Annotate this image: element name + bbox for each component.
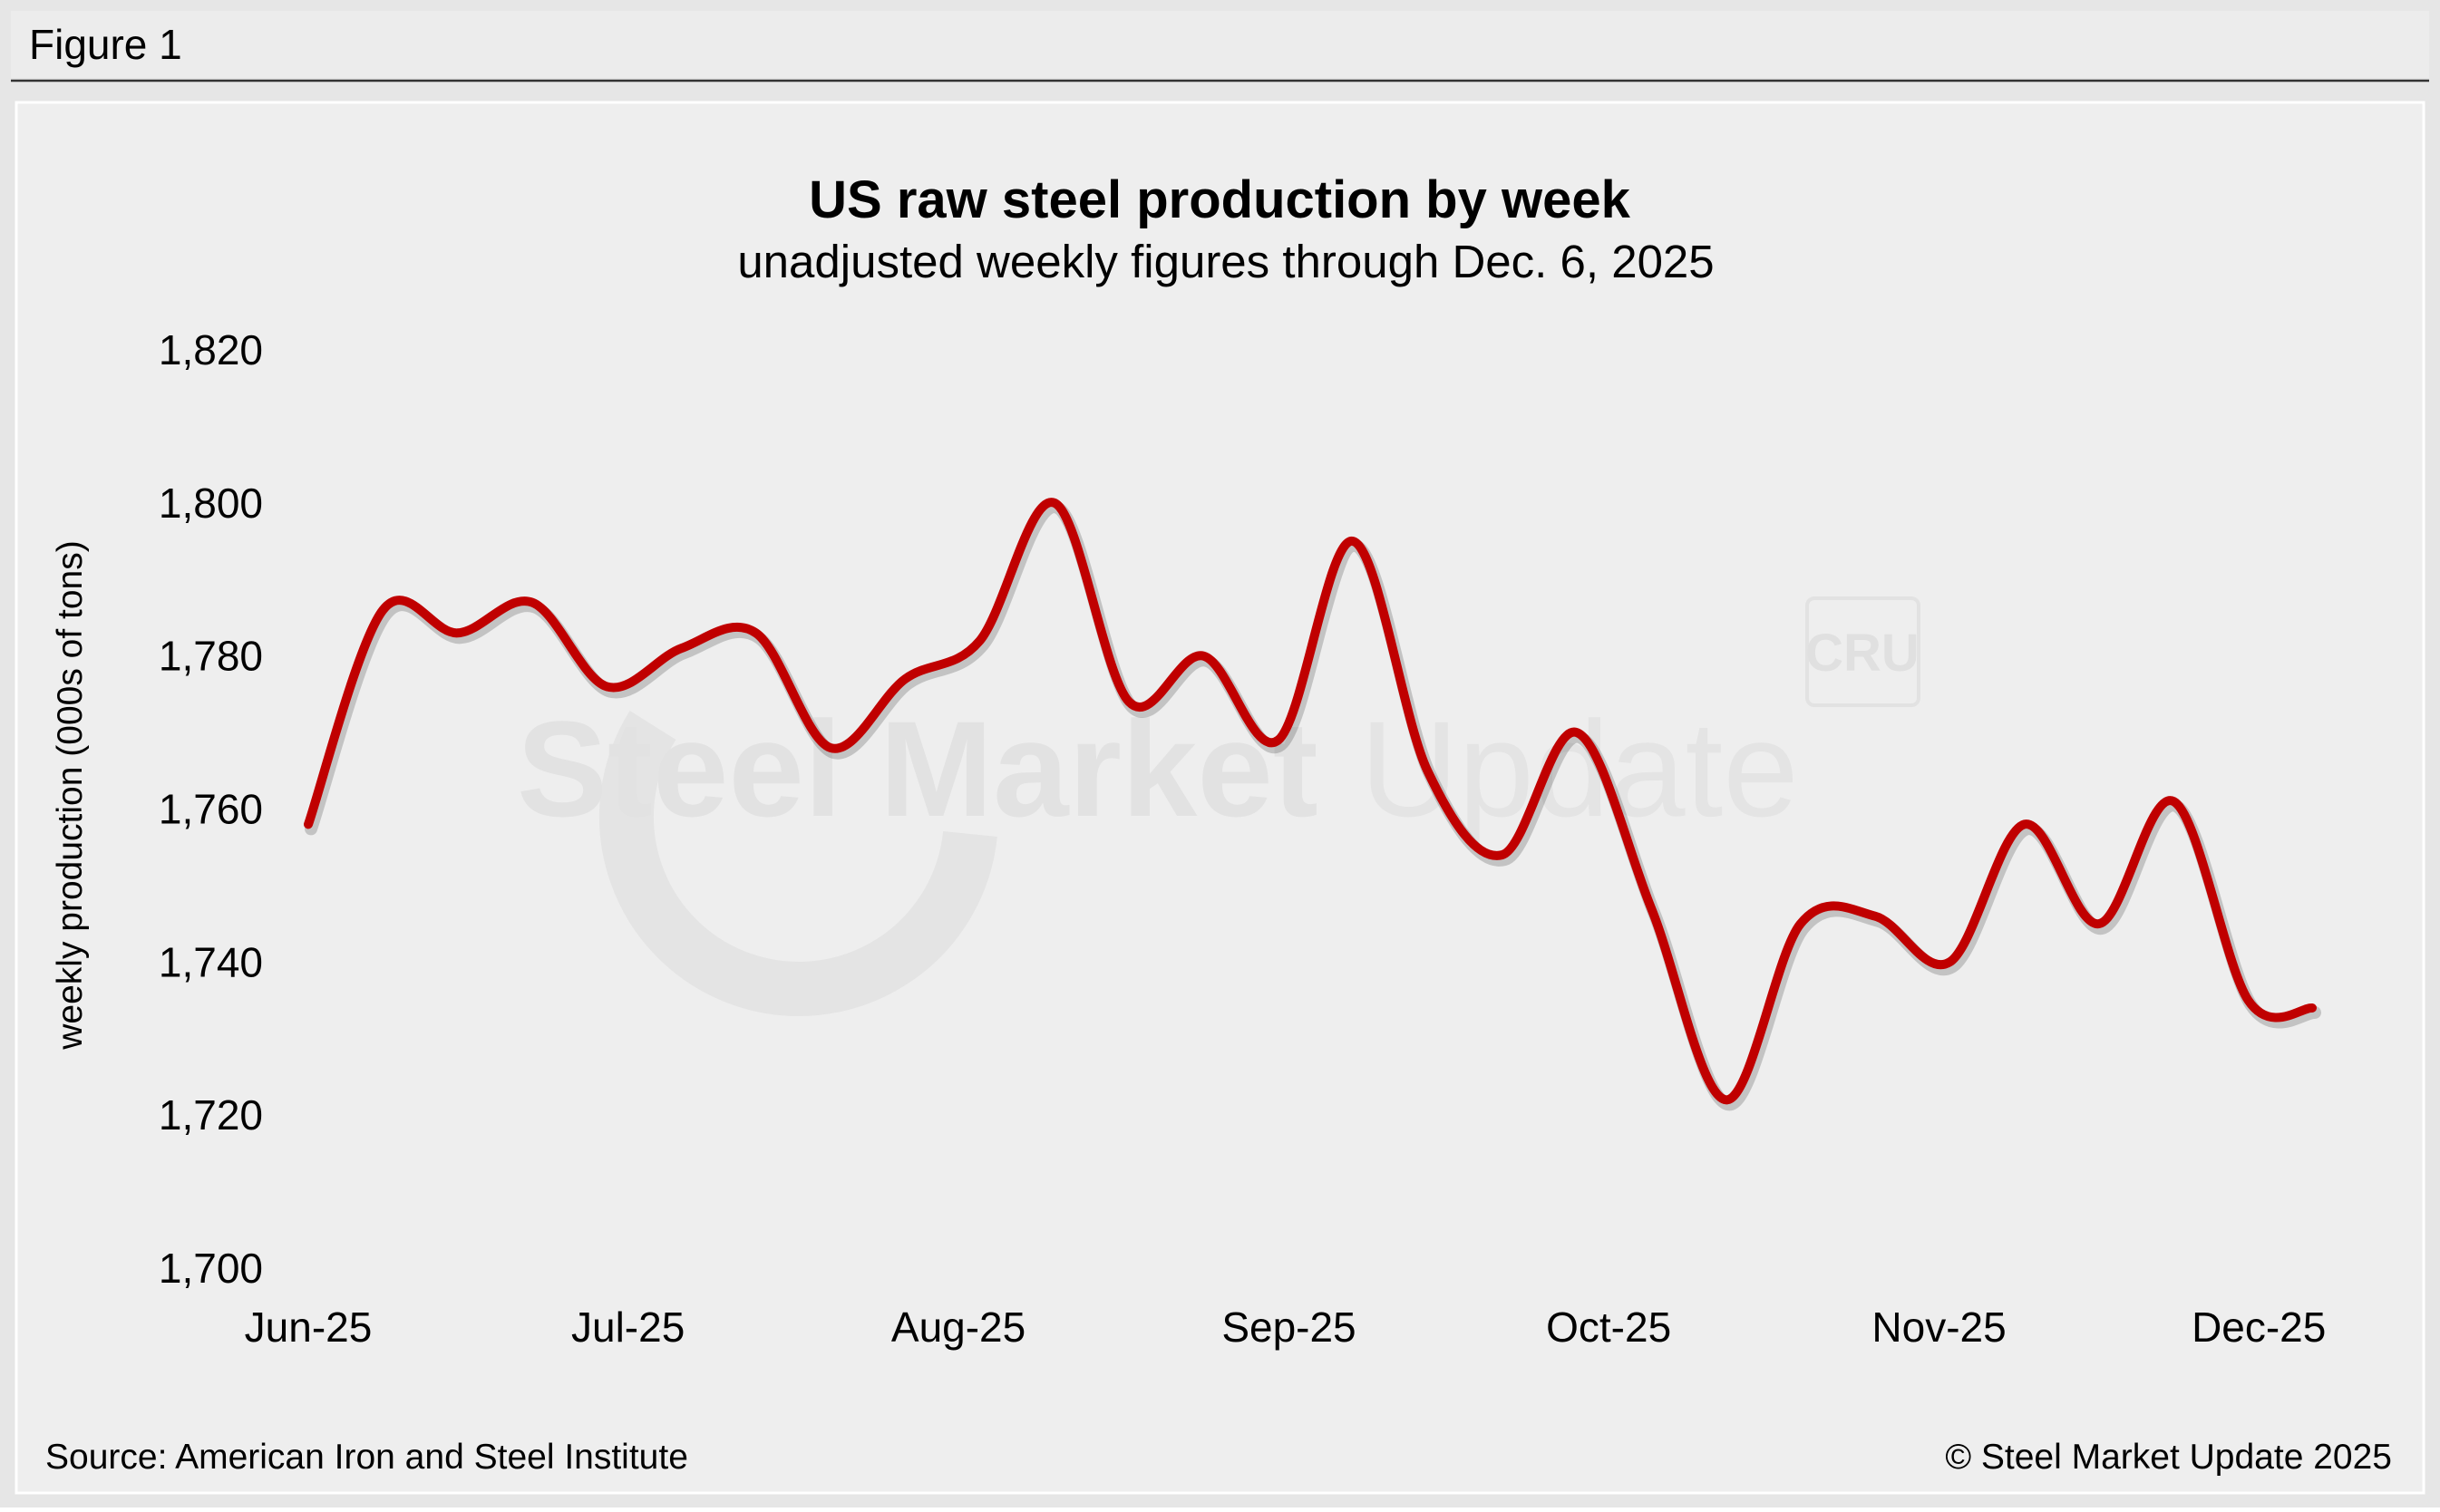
y-tick-label: 1,720 — [159, 1091, 263, 1139]
x-tick-label: Dec-25 — [2192, 1304, 2326, 1351]
watermark-swoosh — [598, 711, 997, 1016]
y-tick-label: 1,760 — [159, 786, 263, 833]
x-tick-label: Jul-25 — [571, 1304, 685, 1351]
watermark: Steel Market Update CRU — [517, 596, 1920, 1016]
y-axis-ticks: 1,700 1,720 1,740 1,760 1,780 1,800 1,820 — [159, 326, 263, 1292]
watermark-badge: CRU — [1805, 624, 1920, 683]
watermark-brand-bold: Steel Market — [517, 693, 1318, 845]
figure-label: Figure 1 — [29, 21, 182, 68]
x-axis-ticks: Jun-25 Jul-25 Aug-25 Sep-25 Oct-25 Nov-25 Dec-… — [245, 1304, 2327, 1351]
chart-subtitle: unadjusted weekly figures through Dec. 6… — [737, 236, 1714, 287]
x-tick-label: Sep-25 — [1221, 1304, 1356, 1351]
y-tick-label: 1,740 — [159, 938, 263, 985]
x-tick-label: Jun-25 — [245, 1304, 373, 1351]
watermark-badge-frame — [1805, 596, 1920, 707]
x-tick-label: Aug-25 — [891, 1304, 1026, 1351]
chart-panel — [15, 101, 2425, 1495]
y-tick-label: 1,820 — [159, 326, 263, 373]
series-line — [304, 498, 2317, 1105]
y-tick-label: 1,780 — [159, 633, 263, 680]
copyright-note: © Steel Market Update 2025 — [1945, 1438, 2392, 1477]
x-tick-label: Oct-25 — [1546, 1304, 1671, 1351]
x-tick-label: Nov-25 — [1871, 1304, 2006, 1351]
y-axis-label: weekly production (000s of tons) — [51, 540, 90, 1050]
chart-title: US raw steel production by week — [809, 170, 1630, 229]
y-tick-label: 1,800 — [159, 480, 263, 527]
y-tick-label: 1,700 — [159, 1245, 263, 1292]
figure-header — [11, 11, 2429, 78]
series-group — [304, 498, 2321, 1111]
watermark-brand-light: Update — [1360, 693, 1799, 845]
source-note: Source: American Iron and Steel Institut… — [45, 1438, 688, 1477]
